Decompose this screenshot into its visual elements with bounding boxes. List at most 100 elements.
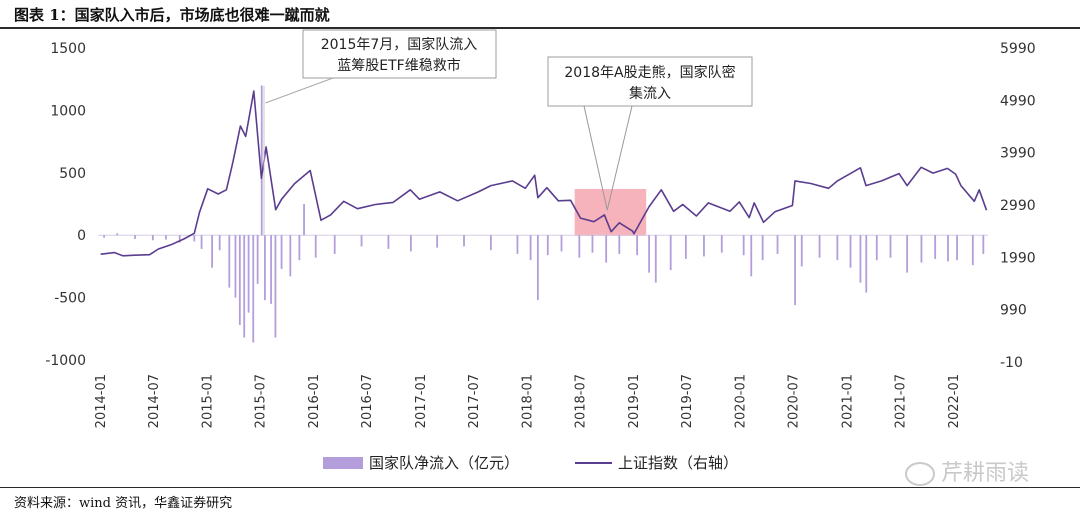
flow-bar	[238, 235, 241, 326]
flow-bar	[103, 235, 105, 238]
chart-title: 图表 1：国家队入市后，市场底也很难一蹴而就	[14, 6, 330, 24]
flow-bar	[578, 235, 581, 258]
x-tick-label: 2020-07	[787, 374, 802, 428]
flow-bar	[489, 235, 492, 251]
annotation-text-2018: 2018年A股走熊，国家队密	[564, 64, 735, 81]
y-right-tick-label: 5990	[1000, 41, 1036, 57]
flow-bar	[742, 235, 745, 256]
flow-bar	[920, 235, 923, 263]
flow-bar	[720, 235, 723, 253]
flow-bar	[289, 235, 292, 277]
flow-bar	[256, 235, 259, 284]
flow-bar	[636, 235, 639, 256]
legend-line-label: 上证指数（右轴）	[618, 454, 738, 472]
annotation-box-2018	[547, 56, 753, 107]
flow-bar	[794, 235, 796, 306]
x-tick-label: 2021-07	[893, 374, 908, 428]
flow-bar	[151, 235, 154, 241]
flow-bar	[387, 235, 390, 249]
flow-bar	[243, 235, 246, 338]
x-tick-label: 2017-01	[414, 374, 429, 428]
flow-bar	[409, 235, 412, 252]
flow-bar	[314, 235, 317, 258]
flow-bar	[591, 235, 594, 253]
x-tick-label: 2016-07	[360, 374, 375, 428]
x-tick-label: 2021-01	[840, 374, 855, 428]
title-rule	[0, 27, 1080, 29]
flow-bar	[193, 235, 196, 242]
flow-bar	[618, 235, 621, 254]
flow-bar	[211, 235, 213, 268]
x-tick-label: 2019-01	[627, 374, 642, 428]
annotation-box-2015	[302, 29, 497, 79]
watermark-text: 芹耕雨读	[941, 461, 1030, 486]
flow-bar	[234, 235, 237, 298]
y-right-tick-label: 3990	[1000, 146, 1036, 162]
flow-bar	[333, 235, 336, 254]
flow-bar	[546, 235, 549, 256]
flow-bar	[560, 235, 563, 252]
legend-bar-label: 国家队净流入（亿元）	[369, 454, 519, 472]
flow-bar	[134, 235, 136, 239]
y-left-tick-label: 0	[77, 228, 86, 244]
x-tick-label: 2019-07	[680, 374, 695, 428]
y-right-tick-label: -10	[1000, 355, 1023, 371]
flow-bar	[200, 235, 203, 249]
y-left-tick-label: 1500	[50, 41, 86, 57]
x-tick-label: 2016-01	[307, 374, 322, 428]
flow-bar	[776, 235, 779, 254]
flow-bar	[178, 235, 181, 243]
x-tick-label: 2014-07	[147, 374, 162, 428]
flow-bar	[669, 235, 672, 271]
flow-bar	[218, 235, 221, 251]
annotation-leader-2015	[265, 77, 334, 104]
flow-bar	[165, 235, 167, 240]
flow-bar	[750, 235, 753, 277]
annotation-text-2015: 蓝筹股ETF维稳救市	[337, 57, 460, 74]
flow-bar	[516, 235, 519, 254]
annotation-leader-2018	[583, 105, 608, 211]
flow-bar	[971, 235, 974, 266]
index-line	[100, 90, 988, 257]
flow-bar	[436, 235, 439, 248]
flow-bar	[247, 235, 250, 313]
x-tick-label: 2022-01	[947, 374, 962, 428]
source-note: 资料来源：wind 资讯，华鑫证券研究	[14, 496, 233, 511]
flow-bar	[116, 233, 119, 236]
flow-bar	[270, 235, 272, 304]
flow-bar	[529, 235, 532, 261]
flow-bar	[463, 235, 465, 247]
flow-bar	[934, 235, 937, 259]
flow-bar	[303, 204, 305, 236]
x-tick-label: 2018-01	[520, 374, 535, 428]
annotation-leader-2018	[606, 105, 633, 211]
y-left-tick-label: 1000	[50, 103, 86, 119]
flow-bar	[761, 235, 764, 261]
wechat-icon	[905, 462, 935, 486]
flow-bar	[906, 235, 909, 273]
annotation-text-2015: 2015年7月，国家队流入	[321, 36, 478, 53]
y-right-tick-label: 1990	[1000, 250, 1036, 266]
flow-bar	[280, 235, 283, 269]
x-tick-label: 2020-01	[734, 374, 749, 428]
source-rule	[0, 487, 1080, 488]
flow-bar	[865, 235, 868, 293]
flow-bar	[274, 235, 277, 338]
flow-bar	[260, 85, 263, 236]
flow-bar	[836, 235, 839, 261]
x-tick-label: 2015-01	[201, 374, 216, 428]
y-right-tick-label: 4990	[1000, 93, 1036, 109]
x-tick-label: 2018-07	[573, 374, 588, 428]
flow-bar	[956, 235, 958, 261]
flow-bar	[536, 235, 539, 301]
flow-bar	[298, 235, 301, 261]
flow-bar	[859, 235, 862, 283]
flow-bar	[228, 235, 231, 288]
flow-bar	[684, 235, 687, 259]
y-left-tick-label: -1000	[45, 353, 86, 369]
annotation-text-2018: 集流入	[629, 85, 671, 102]
flow-bar	[252, 235, 255, 343]
x-tick-label: 2017-07	[467, 374, 482, 428]
flow-bar	[800, 235, 803, 267]
